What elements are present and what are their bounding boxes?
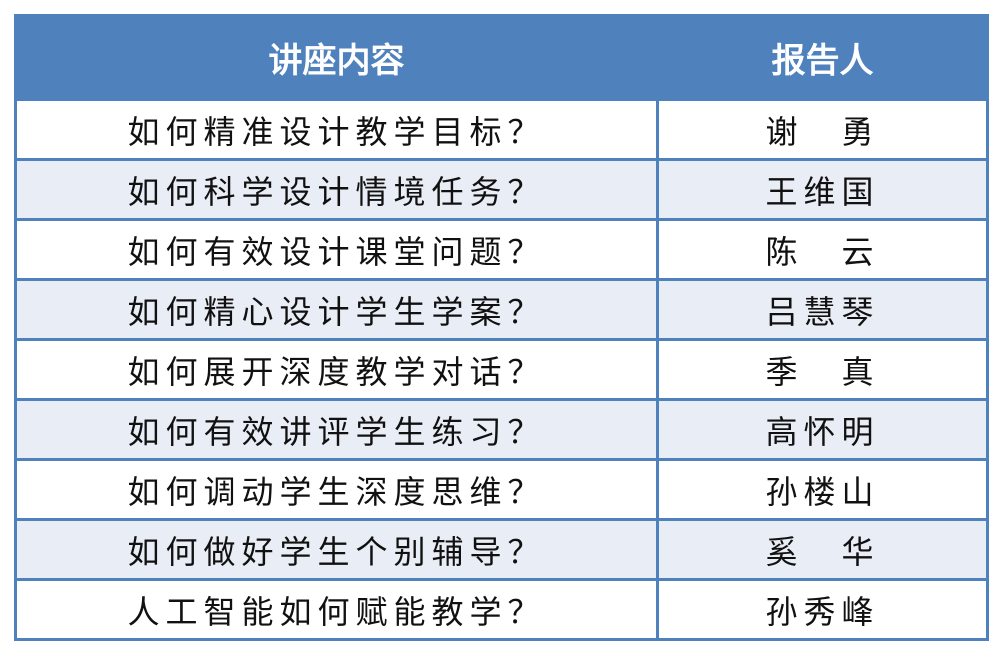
topic-cell: 如何精心设计学生学案？ — [14, 278, 659, 341]
table-row: 人工智能如何赋能教学？ 孙秀峰 — [14, 578, 989, 641]
table-row: 如何精准设计教学目标？谢 勇 — [14, 98, 989, 161]
lecture-schedule-table: 讲座内容 报告人 如何精准设计教学目标？谢 勇如何科学设计情境任务？ 王维国 如何有… — [14, 14, 989, 641]
header-row: 讲座内容 报告人 — [14, 14, 989, 101]
speaker-cell: 吕慧琴 — [656, 278, 989, 341]
table-row: 如何精心设计学生学案？ 吕慧琴 — [14, 278, 989, 341]
table-row: 如何有效设计课堂问题？陈 云 — [14, 218, 989, 281]
speaker-cell: 孙楼山 — [656, 458, 989, 521]
speaker-cell: 王维国 — [656, 158, 989, 221]
speaker-cell: 孙秀峰 — [656, 578, 989, 641]
topic-cell: 如何科学设计情境任务？ — [14, 158, 659, 221]
table-row: 如何科学设计情境任务？ 王维国 — [14, 158, 989, 221]
topic-cell: 如何做好学生个别辅导？ — [14, 518, 659, 581]
speaker-cell: 季 真 — [656, 338, 989, 401]
table-row: 如何展开深度教学对话？季 真 — [14, 338, 989, 401]
table-row: 如何有效讲评学生练习？ 高怀明 — [14, 398, 989, 461]
header-speaker: 报告人 — [656, 14, 989, 101]
topic-cell: 如何展开深度教学对话？ — [14, 338, 659, 401]
topic-cell: 人工智能如何赋能教学？ — [14, 578, 659, 641]
topic-cell: 如何精准设计教学目标？ — [14, 98, 659, 161]
speaker-cell: 奚 华 — [656, 518, 989, 581]
speaker-cell: 高怀明 — [656, 398, 989, 461]
topic-cell: 如何有效讲评学生练习？ — [14, 398, 659, 461]
table-row: 如何调动学生深度思维？ 孙楼山 — [14, 458, 989, 521]
speaker-cell: 谢 勇 — [656, 98, 989, 161]
table-row: 如何做好学生个别辅导？奚 华 — [14, 518, 989, 581]
topic-cell: 如何调动学生深度思维？ — [14, 458, 659, 521]
header-topic: 讲座内容 — [14, 14, 659, 101]
topic-cell: 如何有效设计课堂问题？ — [14, 218, 659, 281]
speaker-cell: 陈 云 — [656, 218, 989, 281]
